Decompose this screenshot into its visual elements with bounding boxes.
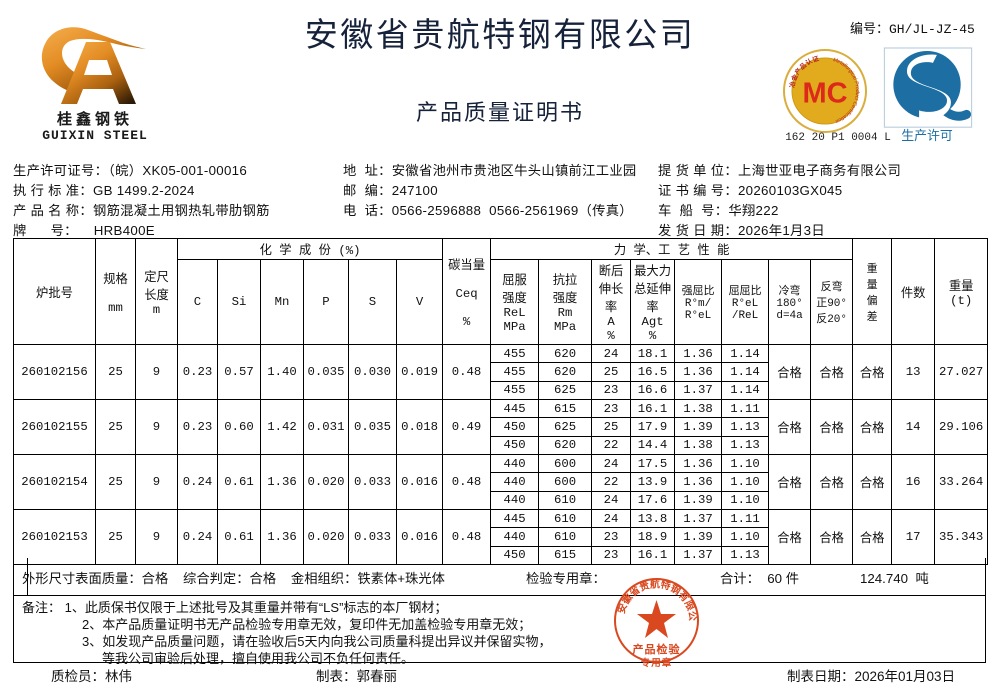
svg-text:生产许可: 生产许可	[901, 129, 953, 143]
svg-text:安徽省贵航特钢有限公司: 安徽省贵航特钢有限公司	[603, 567, 699, 622]
svg-text:MC: MC	[802, 78, 847, 110]
svg-text:专用章: 专用章	[641, 657, 673, 669]
svg-text:产品检验: 产品检验	[633, 642, 681, 656]
